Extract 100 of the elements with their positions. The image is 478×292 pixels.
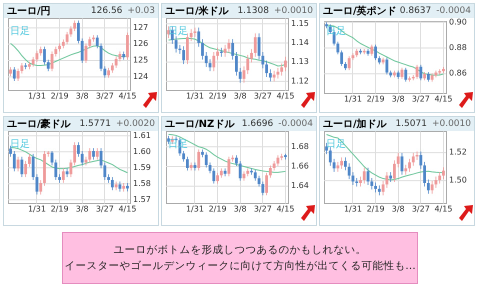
x-tick-label: 2/19 <box>366 94 385 104</box>
candlestick <box>16 68 20 82</box>
candlestick <box>389 172 392 182</box>
candlestick <box>419 151 422 170</box>
x-tick-label: 2/19 <box>366 204 385 214</box>
text: 0.8637 <box>400 6 432 16</box>
text: +0.0010 <box>432 119 471 129</box>
candlestick <box>430 180 434 194</box>
y-tick-label: 1.60 <box>133 146 151 156</box>
candlestick <box>69 26 72 38</box>
candlestick <box>24 160 28 178</box>
x-tick-label: 3/27 <box>412 204 430 214</box>
y-tick-label: 1.57 <box>133 194 151 204</box>
candlestick <box>186 32 189 64</box>
y-tick-label: 1.66 <box>291 162 309 171</box>
candlestick <box>276 68 280 79</box>
y-tick-label: 1.15 <box>291 18 309 28</box>
x-tick-label: 4/15 <box>434 204 452 214</box>
text: 1.1308 <box>237 6 269 16</box>
candlestick <box>235 52 238 76</box>
candlestick <box>92 148 95 160</box>
chart-title: ユーロ/豪ドル <box>7 118 72 131</box>
candlestick <box>265 60 268 78</box>
x-tick-label: 2/19 <box>208 204 227 214</box>
candlestick <box>216 172 219 184</box>
text: +0.0010 <box>274 6 313 16</box>
x-tick-label: 4/15 <box>276 204 294 214</box>
candlestick <box>385 172 388 188</box>
candlestick <box>118 51 122 62</box>
candlestick <box>208 58 212 72</box>
y-tick-label: 1.12 <box>291 76 309 86</box>
x-tick-label: 1/31 <box>186 92 204 100</box>
text: イースターやゴールデンウィークに向けて方向性が出てくる可能性も… <box>64 259 416 274</box>
candlestick <box>265 172 268 196</box>
x-tick-label: 3/8 <box>392 204 405 214</box>
candlestick <box>408 158 411 172</box>
y-tick-label: 1.14 <box>291 38 309 47</box>
x-tick-label: 3/8 <box>76 92 89 100</box>
candlestick <box>110 176 114 191</box>
y-tick-label: 0.86 <box>449 68 467 78</box>
text: +0.0020 <box>116 119 155 129</box>
chart-title: ユーロ/NZドル <box>165 118 236 131</box>
candlestick <box>366 167 370 186</box>
candlestick <box>96 34 99 49</box>
x-tick-label: 3/8 <box>234 92 247 100</box>
x-tick-label: 3/27 <box>96 92 114 100</box>
candlestick <box>268 165 272 178</box>
candlestick <box>77 20 80 44</box>
text: ユーロがボトムを形成しつつあるのかもしれない。 <box>114 243 366 258</box>
x-tick-label: 4/15 <box>118 204 136 214</box>
candlestick <box>194 27 196 38</box>
candlestick <box>66 32 69 45</box>
candlestick <box>434 176 438 188</box>
y-tick-label: 126 <box>133 39 148 48</box>
candlestick <box>393 160 396 182</box>
x-tick-label: 3/27 <box>412 94 430 104</box>
chart-title: ユーロ/英ポンド <box>323 4 398 18</box>
candlestick <box>426 179 430 194</box>
x-tick-label: 1/31 <box>344 94 362 104</box>
chart-title: ユーロ/加ドル <box>323 118 388 131</box>
candlestick <box>50 150 54 166</box>
candlestick <box>423 161 426 187</box>
text: 1.5771 <box>79 119 111 129</box>
candlestick <box>118 181 122 192</box>
x-tick-label: 2/19 <box>50 204 69 214</box>
candlestick <box>359 176 362 187</box>
candlestick <box>370 44 374 56</box>
candlestick <box>344 157 347 171</box>
text: -0.0004 <box>436 6 471 16</box>
candlestick <box>36 50 38 62</box>
x-tick-label: 4/15 <box>118 92 136 100</box>
y-tick-label: 1.64 <box>291 181 309 190</box>
candlestick <box>374 182 377 193</box>
candlestick <box>28 153 31 168</box>
candlestick <box>374 44 377 60</box>
candlestick <box>378 184 381 196</box>
text: +0.03 <box>127 6 155 16</box>
candlestick <box>227 156 230 177</box>
candlestick <box>20 156 24 178</box>
chart-title: ユーロ/円 <box>7 5 52 18</box>
candlestick <box>258 175 260 187</box>
x-tick-label: 3/27 <box>96 204 114 214</box>
x-tick-label: 3/8 <box>392 94 405 104</box>
candlestick <box>385 57 388 75</box>
candlestick <box>201 38 204 60</box>
candlestick <box>107 68 110 78</box>
y-tick-label: 1.50 <box>449 176 467 185</box>
candlestick <box>235 154 238 166</box>
candlestick <box>9 145 12 158</box>
candlestick <box>404 67 408 82</box>
y-tick-label: 0.88 <box>449 43 467 52</box>
candlestick <box>404 164 408 176</box>
candlestick <box>224 44 227 58</box>
x-tick-label: 3/27 <box>254 92 272 100</box>
candlestick <box>268 68 272 82</box>
text: 1.6696 <box>242 119 274 129</box>
candlestick <box>182 46 186 64</box>
candlestick <box>382 180 385 196</box>
x-tick-label: 1/31 <box>28 92 46 100</box>
x-tick-label: 3/8 <box>76 204 89 214</box>
